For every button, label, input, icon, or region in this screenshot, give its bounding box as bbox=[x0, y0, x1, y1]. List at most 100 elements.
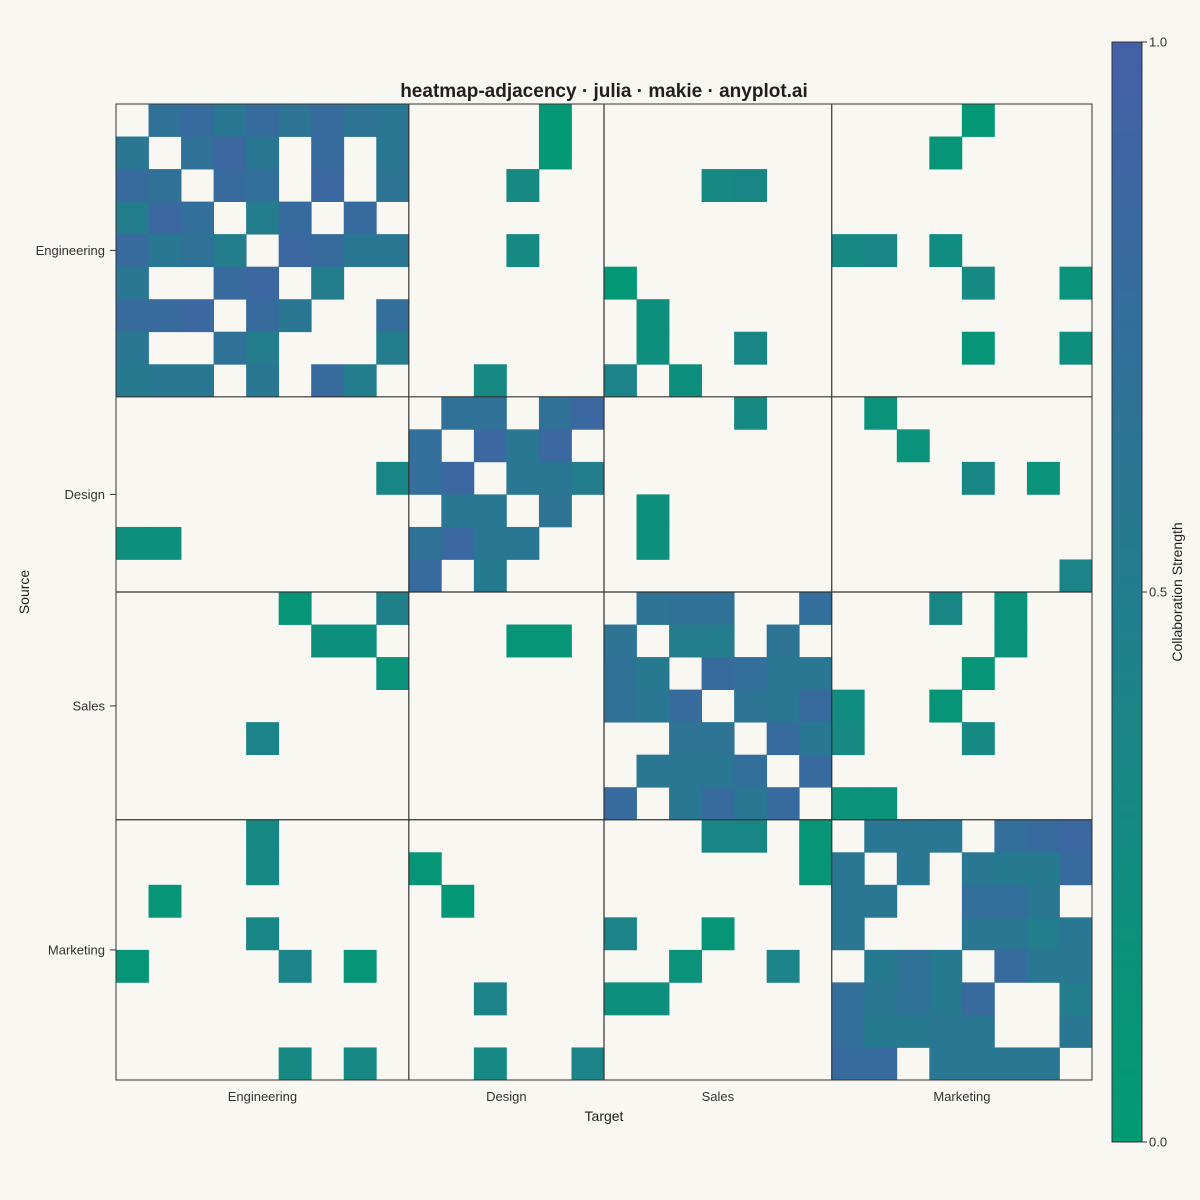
heatmap-cell bbox=[994, 624, 1028, 658]
heatmap-cell bbox=[864, 234, 898, 268]
heatmap-cell bbox=[181, 299, 214, 333]
y-tick-label: Marketing bbox=[48, 942, 105, 957]
heatmap-cell bbox=[1059, 1014, 1093, 1048]
heatmap-cell bbox=[929, 1014, 963, 1048]
heatmap-cell bbox=[506, 624, 540, 658]
heatmap-cell bbox=[961, 722, 995, 756]
heatmap-cell bbox=[734, 754, 768, 788]
heatmap-cell bbox=[1026, 949, 1060, 983]
heatmap-cell bbox=[1059, 331, 1093, 365]
heatmap-cell bbox=[831, 689, 865, 723]
heatmap-cell bbox=[506, 526, 540, 560]
heatmap-cell bbox=[734, 657, 768, 690]
heatmap-cell bbox=[669, 949, 702, 983]
heatmap-cell bbox=[1059, 917, 1093, 951]
heatmap-cell bbox=[116, 234, 149, 268]
heatmap-cell bbox=[473, 396, 507, 430]
heatmap-cell bbox=[441, 461, 475, 495]
heatmap-cell bbox=[734, 787, 768, 821]
heatmap-cell bbox=[961, 982, 995, 1016]
heatmap-cell bbox=[473, 526, 507, 560]
heatmap-cell bbox=[896, 429, 930, 463]
heatmap-cell bbox=[116, 364, 149, 398]
heatmap-cell bbox=[604, 364, 637, 398]
heatmap-cell bbox=[408, 429, 442, 463]
heatmap-cell bbox=[538, 624, 572, 658]
heatmap-cell bbox=[1059, 559, 1093, 593]
heatmap-cell bbox=[311, 136, 345, 170]
heatmap-cell bbox=[766, 657, 800, 690]
heatmap-cell bbox=[116, 136, 149, 170]
heatmap-cell bbox=[473, 364, 507, 398]
heatmap-cell bbox=[246, 819, 280, 853]
heatmap-cell bbox=[766, 787, 800, 821]
heatmap-cell bbox=[929, 234, 963, 268]
heatmap-cell bbox=[116, 949, 149, 983]
heatmap-cell bbox=[896, 1014, 930, 1048]
heatmap-cell bbox=[636, 299, 670, 333]
heatmap-cell bbox=[799, 852, 833, 886]
heatmap-cell bbox=[343, 104, 377, 137]
group-separators bbox=[116, 104, 1092, 1080]
heatmap-cell bbox=[246, 299, 280, 333]
heatmap-cell bbox=[246, 201, 280, 235]
heatmap-cell bbox=[213, 169, 247, 202]
heatmap-cell bbox=[181, 104, 214, 137]
heatmap-cell bbox=[701, 624, 735, 658]
heatmap-cell bbox=[311, 104, 345, 137]
heatmap-cell bbox=[473, 1047, 507, 1081]
heatmap-cell bbox=[1026, 461, 1060, 495]
heatmap-cell bbox=[994, 884, 1028, 918]
heatmap-cell bbox=[701, 722, 735, 756]
heatmap-cell bbox=[929, 592, 963, 625]
heatmap-cell bbox=[571, 461, 605, 495]
heatmap-cell bbox=[766, 722, 800, 756]
heatmap-cell bbox=[441, 396, 475, 430]
heatmap-cell bbox=[408, 526, 442, 560]
heatmap-cell bbox=[604, 787, 637, 821]
heatmap-cell bbox=[506, 169, 540, 202]
heatmap-cell bbox=[864, 1014, 898, 1048]
colorbar-gradient bbox=[1111, 41, 1143, 1143]
heatmap-cell bbox=[864, 949, 898, 983]
heatmap-cell bbox=[799, 754, 833, 788]
heatmap-cell bbox=[734, 819, 768, 853]
heatmap-cell bbox=[701, 754, 735, 788]
heatmap-cell bbox=[213, 136, 247, 170]
x-axis-ticks: Engineering Design Sales Marketing bbox=[228, 1089, 991, 1104]
heatmap-cell bbox=[701, 917, 735, 951]
heatmap-cell bbox=[766, 689, 800, 723]
heatmap-cell bbox=[831, 787, 865, 821]
heatmap-cell bbox=[896, 949, 930, 983]
heatmap-cell bbox=[799, 592, 833, 625]
heatmap-cell bbox=[148, 234, 182, 268]
heatmap-cell bbox=[604, 689, 637, 723]
heatmap-cell bbox=[831, 917, 865, 951]
heatmap-cell bbox=[929, 949, 963, 983]
colorbar: 0.0 0.5 1.0 Collaboration Strength bbox=[1111, 35, 1185, 1150]
heatmap-cell bbox=[408, 461, 442, 495]
heatmap-cell bbox=[1059, 982, 1093, 1016]
heatmap-cell bbox=[376, 104, 410, 137]
y-axis-ticks: Engineering Design Sales Marketing bbox=[36, 243, 116, 957]
x-tick-label: Design bbox=[486, 1089, 526, 1104]
heatmap-cell bbox=[701, 819, 735, 853]
heatmap-cell bbox=[278, 1047, 312, 1081]
heatmap-cell bbox=[376, 136, 410, 170]
heatmap-cell bbox=[376, 169, 410, 202]
heatmap-cell bbox=[864, 1047, 898, 1081]
heatmap-cell bbox=[961, 461, 995, 495]
heatmap-cell bbox=[961, 657, 995, 690]
y-tick-label: Design bbox=[65, 487, 105, 502]
heatmap-cell bbox=[994, 917, 1028, 951]
heatmap-cell bbox=[1059, 949, 1093, 983]
heatmap-cell bbox=[1026, 852, 1060, 886]
heatmap-cell bbox=[408, 559, 442, 593]
heatmap-cell bbox=[831, 1014, 865, 1048]
colorbar-tick-label: 0.0 bbox=[1149, 1135, 1167, 1150]
heatmap-cell bbox=[669, 624, 702, 658]
heatmap-cell bbox=[929, 819, 963, 853]
heatmap-cell bbox=[213, 266, 247, 300]
heatmap-cell bbox=[864, 982, 898, 1016]
heatmap-cell bbox=[669, 787, 702, 821]
